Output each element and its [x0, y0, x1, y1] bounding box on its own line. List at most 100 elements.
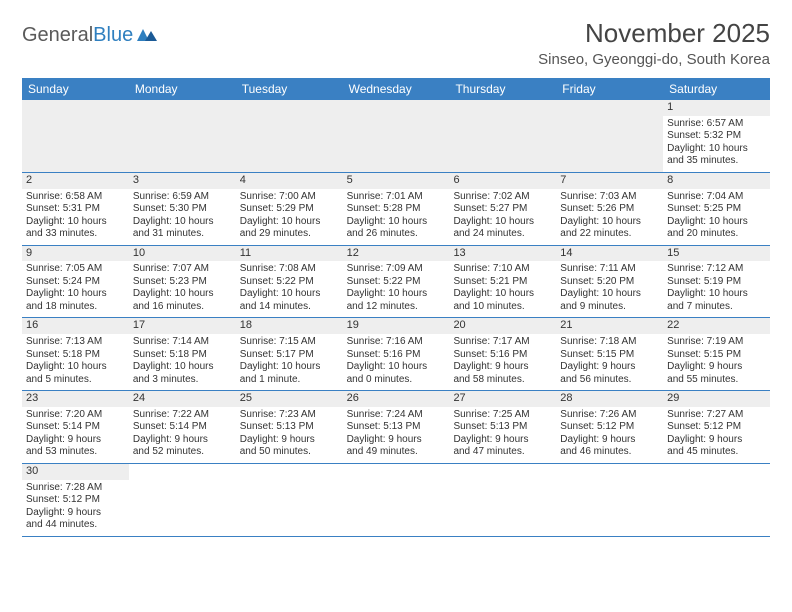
sunset-text: Sunset: 5:22 PM — [240, 276, 339, 289]
sunset-text: Sunset: 5:16 PM — [347, 349, 446, 362]
daylight-text: Daylight: 10 hours — [133, 216, 232, 229]
day-cell: 1Sunrise: 6:57 AMSunset: 5:32 PMDaylight… — [663, 100, 770, 172]
month-title: November 2025 — [538, 18, 770, 49]
week-row: 23Sunrise: 7:20 AMSunset: 5:14 PMDayligh… — [22, 391, 770, 464]
sunrise-text: Sunrise: 7:28 AM — [26, 482, 125, 495]
sunrise-text: Sunrise: 7:03 AM — [560, 191, 659, 204]
sunset-text: Sunset: 5:26 PM — [560, 203, 659, 216]
sunset-text: Sunset: 5:16 PM — [453, 349, 552, 362]
sunrise-text: Sunrise: 7:13 AM — [26, 336, 125, 349]
day-cell: 13Sunrise: 7:10 AMSunset: 5:21 PMDayligh… — [449, 246, 556, 318]
sunrise-text: Sunrise: 7:10 AM — [453, 263, 552, 276]
logo: GeneralBlue — [22, 18, 159, 47]
day-cell: 2Sunrise: 6:58 AMSunset: 5:31 PMDaylight… — [22, 173, 129, 245]
daylight-text: and 46 minutes. — [560, 446, 659, 459]
day-number: 1 — [663, 100, 770, 116]
week-row: 2Sunrise: 6:58 AMSunset: 5:31 PMDaylight… — [22, 173, 770, 246]
weekday-header: Wednesday — [343, 78, 450, 100]
week-row: 1Sunrise: 6:57 AMSunset: 5:32 PMDaylight… — [22, 100, 770, 173]
sunset-text: Sunset: 5:12 PM — [667, 421, 766, 434]
daylight-text: and 26 minutes. — [347, 228, 446, 241]
empty-day-cell — [449, 100, 556, 172]
daylight-text: and 31 minutes. — [133, 228, 232, 241]
daylight-text: Daylight: 10 hours — [133, 361, 232, 374]
sunset-text: Sunset: 5:19 PM — [667, 276, 766, 289]
day-number: 24 — [129, 391, 236, 407]
daylight-text: Daylight: 10 hours — [347, 288, 446, 301]
week-row: 9Sunrise: 7:05 AMSunset: 5:24 PMDaylight… — [22, 246, 770, 319]
weekday-header: Monday — [129, 78, 236, 100]
daylight-text: Daylight: 10 hours — [560, 216, 659, 229]
day-cell: 10Sunrise: 7:07 AMSunset: 5:23 PMDayligh… — [129, 246, 236, 318]
sunrise-text: Sunrise: 6:59 AM — [133, 191, 232, 204]
empty-day-cell — [236, 100, 343, 172]
daylight-text: and 53 minutes. — [26, 446, 125, 459]
weekday-header: Sunday — [22, 78, 129, 100]
daylight-text: Daylight: 9 hours — [240, 434, 339, 447]
day-cell: 18Sunrise: 7:15 AMSunset: 5:17 PMDayligh… — [236, 318, 343, 390]
sunset-text: Sunset: 5:15 PM — [560, 349, 659, 362]
sunrise-text: Sunrise: 7:04 AM — [667, 191, 766, 204]
calendar: Sunday Monday Tuesday Wednesday Thursday… — [22, 78, 770, 537]
sunset-text: Sunset: 5:13 PM — [240, 421, 339, 434]
daylight-text: and 56 minutes. — [560, 374, 659, 387]
sunrise-text: Sunrise: 7:07 AM — [133, 263, 232, 276]
day-cell: 5Sunrise: 7:01 AMSunset: 5:28 PMDaylight… — [343, 173, 450, 245]
day-cell: 22Sunrise: 7:19 AMSunset: 5:15 PMDayligh… — [663, 318, 770, 390]
sunset-text: Sunset: 5:25 PM — [667, 203, 766, 216]
daylight-text: and 7 minutes. — [667, 301, 766, 314]
sunset-text: Sunset: 5:23 PM — [133, 276, 232, 289]
weekday-header: Thursday — [449, 78, 556, 100]
empty-day-cell — [343, 464, 450, 536]
day-cell: 12Sunrise: 7:09 AMSunset: 5:22 PMDayligh… — [343, 246, 450, 318]
empty-day-cell — [129, 464, 236, 536]
day-number: 14 — [556, 246, 663, 262]
daylight-text: Daylight: 9 hours — [133, 434, 232, 447]
top-bar: GeneralBlue November 2025 Sinseo, Gyeong… — [22, 18, 770, 68]
day-cell: 20Sunrise: 7:17 AMSunset: 5:16 PMDayligh… — [449, 318, 556, 390]
day-cell: 15Sunrise: 7:12 AMSunset: 5:19 PMDayligh… — [663, 246, 770, 318]
day-cell: 6Sunrise: 7:02 AMSunset: 5:27 PMDaylight… — [449, 173, 556, 245]
daylight-text: and 33 minutes. — [26, 228, 125, 241]
empty-day-cell — [556, 100, 663, 172]
day-number: 3 — [129, 173, 236, 189]
daylight-text: Daylight: 10 hours — [453, 288, 552, 301]
day-number: 16 — [22, 318, 129, 334]
daylight-text: and 52 minutes. — [133, 446, 232, 459]
weeks-container: 1Sunrise: 6:57 AMSunset: 5:32 PMDaylight… — [22, 100, 770, 537]
daylight-text: Daylight: 9 hours — [560, 361, 659, 374]
sunrise-text: Sunrise: 7:18 AM — [560, 336, 659, 349]
day-cell: 3Sunrise: 6:59 AMSunset: 5:30 PMDaylight… — [129, 173, 236, 245]
sunset-text: Sunset: 5:17 PM — [240, 349, 339, 362]
day-number: 8 — [663, 173, 770, 189]
day-cell: 25Sunrise: 7:23 AMSunset: 5:13 PMDayligh… — [236, 391, 343, 463]
day-cell: 11Sunrise: 7:08 AMSunset: 5:22 PMDayligh… — [236, 246, 343, 318]
day-number: 2 — [22, 173, 129, 189]
sunrise-text: Sunrise: 7:16 AM — [347, 336, 446, 349]
day-cell: 16Sunrise: 7:13 AMSunset: 5:18 PMDayligh… — [22, 318, 129, 390]
sunrise-text: Sunrise: 7:19 AM — [667, 336, 766, 349]
daylight-text: Daylight: 9 hours — [26, 434, 125, 447]
sunset-text: Sunset: 5:13 PM — [453, 421, 552, 434]
sunset-text: Sunset: 5:31 PM — [26, 203, 125, 216]
sunset-text: Sunset: 5:12 PM — [26, 494, 125, 507]
daylight-text: Daylight: 10 hours — [133, 288, 232, 301]
sunset-text: Sunset: 5:21 PM — [453, 276, 552, 289]
day-number: 5 — [343, 173, 450, 189]
daylight-text: Daylight: 10 hours — [26, 361, 125, 374]
daylight-text: and 16 minutes. — [133, 301, 232, 314]
daylight-text: Daylight: 10 hours — [347, 216, 446, 229]
day-cell: 9Sunrise: 7:05 AMSunset: 5:24 PMDaylight… — [22, 246, 129, 318]
day-number: 7 — [556, 173, 663, 189]
daylight-text: Daylight: 10 hours — [667, 216, 766, 229]
sunset-text: Sunset: 5:14 PM — [26, 421, 125, 434]
day-cell: 29Sunrise: 7:27 AMSunset: 5:12 PMDayligh… — [663, 391, 770, 463]
day-number: 11 — [236, 246, 343, 262]
day-number: 27 — [449, 391, 556, 407]
sunset-text: Sunset: 5:12 PM — [560, 421, 659, 434]
logo-text-blue: Blue — [93, 24, 133, 47]
sunset-text: Sunset: 5:22 PM — [347, 276, 446, 289]
daylight-text: Daylight: 10 hours — [26, 216, 125, 229]
day-cell: 23Sunrise: 7:20 AMSunset: 5:14 PMDayligh… — [22, 391, 129, 463]
daylight-text: and 55 minutes. — [667, 374, 766, 387]
